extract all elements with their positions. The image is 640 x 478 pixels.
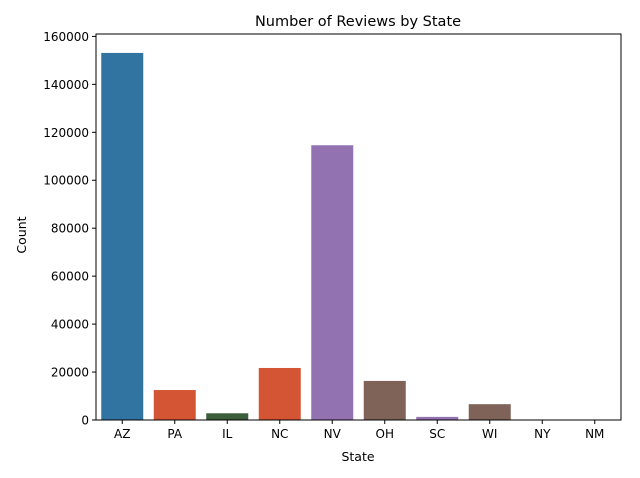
x-tick-label: NY [534, 427, 551, 441]
bar-pa [153, 390, 196, 420]
bar-wi [468, 404, 511, 420]
bar-nc [258, 367, 301, 420]
x-tick-label: SC [429, 427, 445, 441]
x-tick-label: WI [482, 427, 497, 441]
y-tick-label: 80000 [51, 222, 89, 236]
x-axis: AZ PA IL NC NV OH SC WI NY NM [114, 420, 604, 441]
x-tick-label: PA [167, 427, 182, 441]
y-tick-label: 60000 [51, 270, 89, 284]
bar-az [101, 52, 144, 421]
y-tick-label: 100000 [43, 174, 89, 188]
x-tick-label: AZ [114, 427, 130, 441]
y-axis: 0 20000 40000 60000 80000 100000 120000 140000 1… [43, 30, 96, 428]
bars-group [101, 52, 616, 421]
chart-title: Number of Reviews by State [255, 14, 461, 30]
bar-sc [416, 416, 459, 420]
y-tick-label: 140000 [43, 78, 89, 92]
x-axis-label: State [341, 449, 374, 464]
x-tick-label: NC [271, 427, 288, 441]
y-tick-label: 40000 [51, 318, 89, 332]
x-tick-label: IL [222, 427, 233, 441]
x-tick-label: OH [376, 427, 394, 441]
bar-oh [363, 380, 406, 420]
plot-frame [95, 33, 622, 421]
y-axis-label: Count [14, 216, 29, 253]
y-tick-label: 160000 [43, 30, 89, 44]
x-tick-label: NV [324, 427, 342, 441]
bar-il [206, 413, 249, 420]
y-tick-label: 0 [81, 414, 89, 428]
y-tick-label: 120000 [43, 126, 89, 140]
x-tick-label: NM [585, 427, 604, 441]
y-tick-label: 20000 [51, 366, 89, 380]
bar-nv [311, 145, 354, 420]
